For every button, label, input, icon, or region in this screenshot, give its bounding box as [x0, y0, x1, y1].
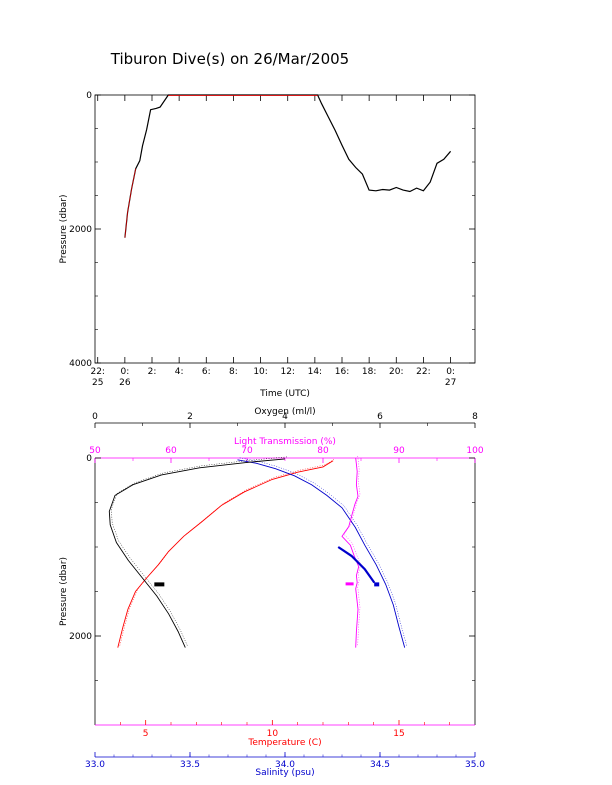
- oxygen-profile: [108, 458, 286, 648]
- salinity-tick-label: 35.0: [465, 760, 485, 770]
- temp-tick-label: 10: [267, 729, 279, 739]
- x-tick-label: 20:: [389, 367, 403, 377]
- temp-axis-label: Temperature (C): [247, 738, 321, 748]
- light-tick-label: 60: [165, 446, 177, 456]
- plot-frame: [94, 94, 476, 364]
- light-tick-label: 100: [466, 446, 483, 456]
- x-tick-label: 22:: [90, 367, 104, 377]
- x-tick-label: 14:: [308, 367, 322, 377]
- oxygen-tick-label: 8: [472, 412, 478, 422]
- bottom-marker: [154, 582, 165, 587]
- oxygen-axis-label: Oxygen (ml/l): [254, 407, 315, 417]
- x-tick-label: 4:: [175, 367, 184, 377]
- pressure-line: [124, 94, 452, 238]
- temp-tick-label: 15: [393, 729, 404, 739]
- oxygen-profile-cast2: [111, 456, 288, 646]
- light-tick-label: 80: [317, 446, 329, 456]
- light-tick-label: 70: [241, 446, 253, 456]
- x-tick-label-date: 27: [445, 378, 456, 388]
- x-tick-label: 6:: [202, 367, 211, 377]
- pressure-line-overlay: [124, 168, 136, 238]
- y-tick-label: 2000: [69, 632, 92, 642]
- y-tick-label: 0: [86, 454, 92, 464]
- x-tick-label: 2:: [148, 367, 157, 377]
- y-tick-label: 0: [86, 91, 92, 101]
- y-axis-label: Pressure (dbar): [59, 557, 69, 626]
- light-tick-label: 50: [89, 446, 101, 456]
- salinity-tick-label: 34.5: [370, 760, 390, 770]
- light-bottom-marker: [345, 582, 354, 586]
- salinity-bottom-marker: [374, 582, 380, 587]
- oxygen-tick-label: 4: [282, 412, 288, 422]
- salinity-tick-label: 34.0: [275, 760, 295, 770]
- salinity-profile-cast2: [239, 457, 407, 646]
- x-tick-label: 22:: [416, 367, 430, 377]
- y-tick-label: 4000: [69, 359, 92, 369]
- temperature-profile: [117, 460, 334, 648]
- x-tick-label: 0:: [446, 367, 455, 377]
- light-transmission-profile: [341, 457, 360, 648]
- oxygen-tick-label: 6: [377, 412, 383, 422]
- oxygen-tick-label: 2: [187, 412, 193, 422]
- light-tick-label: 90: [393, 446, 405, 456]
- salinity-profile: [237, 459, 406, 648]
- y-axis-label: Pressure (dbar): [59, 195, 69, 264]
- y-tick-label: 2000: [69, 225, 92, 235]
- light-axis-label: Light Transmission (%): [234, 437, 336, 447]
- x-tick-label: 10:: [253, 367, 267, 377]
- x-tick-label: 8:: [229, 367, 238, 377]
- temperature-profile-cast2: [119, 458, 336, 646]
- x-tick-label: 12:: [280, 367, 294, 377]
- salinity-tick-label: 33.0: [85, 760, 105, 770]
- x-tick-label: 0:: [120, 367, 129, 377]
- x-tick-label: 18:: [362, 367, 376, 377]
- x-tick-label-date: 26: [119, 378, 131, 388]
- x-tick-label: 16:: [335, 367, 349, 377]
- oxygen-tick-label: 0: [92, 412, 98, 422]
- x-tick-label-date: 25: [92, 378, 103, 388]
- salinity-bottom-segment: [337, 546, 376, 584]
- x-axis-label: Time (UTC): [259, 389, 310, 399]
- temp-tick-label: 5: [143, 729, 149, 739]
- salinity-tick-label: 33.5: [180, 760, 200, 770]
- page-title: Tiburon Dive(s) on 26/Mar/2005: [110, 50, 350, 68]
- salinity-axis-label: Salinity (psu): [255, 768, 314, 778]
